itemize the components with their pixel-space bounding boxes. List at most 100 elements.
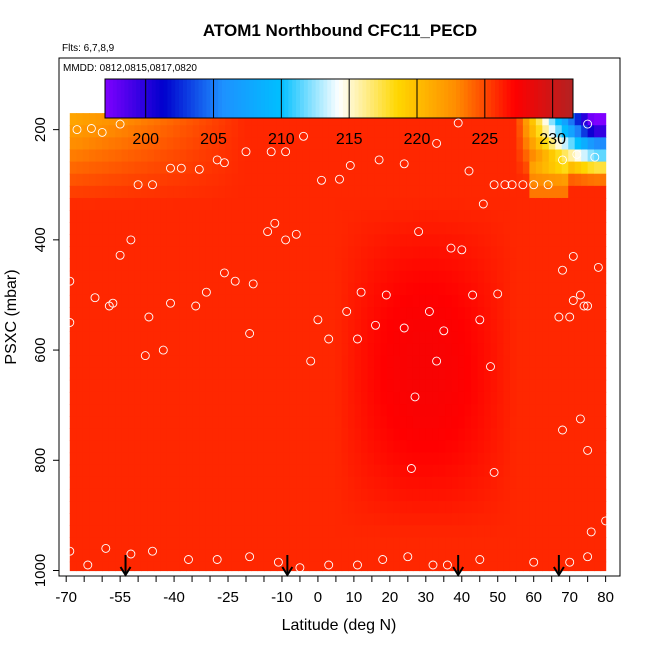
heatmap-cell [173, 210, 181, 223]
heatmap-cell [192, 258, 200, 272]
heatmap-cell [244, 197, 252, 211]
heatmap-cell [374, 452, 382, 466]
heatmap-cell [548, 452, 556, 466]
heatmap-cell [238, 391, 246, 405]
heatmap-cell [341, 537, 349, 551]
heatmap-cell [166, 294, 174, 308]
heatmap-cell [205, 404, 213, 417]
heatmap-cell [147, 549, 155, 563]
heatmap-cell [425, 258, 433, 272]
heatmap-cell [555, 246, 563, 260]
heatmap-cell [529, 210, 537, 223]
heatmap-cell [451, 416, 459, 429]
heatmap-cell [503, 404, 511, 417]
heatmap-cell [458, 185, 466, 199]
heatmap-cell [225, 185, 233, 199]
heatmap-cell [199, 561, 207, 572]
heatmap-cell [568, 137, 576, 151]
heatmap-cell [276, 355, 284, 369]
heatmap-cell [95, 537, 103, 551]
heatmap-cell [283, 452, 291, 466]
heatmap-cell [374, 113, 382, 126]
heatmap-cell [471, 549, 479, 563]
heatmap-cell [238, 319, 246, 332]
heatmap-cell [477, 113, 485, 126]
heatmap-cell [341, 452, 349, 466]
heatmap-cell [458, 501, 466, 514]
heatmap-cell [471, 537, 479, 551]
heatmap-cell [438, 294, 446, 308]
colorbar-segment [506, 79, 512, 118]
heatmap-cell [335, 537, 343, 551]
sample-point [191, 301, 201, 311]
heatmap-cell [529, 513, 537, 526]
heatmap-cell [140, 513, 149, 526]
heatmap-cell [522, 355, 530, 369]
heatmap-cell [341, 501, 349, 514]
heatmap-cell [600, 307, 607, 320]
heatmap-cell [69, 452, 77, 466]
heatmap-cell [134, 428, 142, 442]
heatmap-cell [238, 549, 246, 563]
heatmap-cell [529, 319, 537, 332]
heatmap-cell [218, 331, 226, 345]
heatmap-cell [438, 355, 446, 369]
heatmap-cell [179, 488, 187, 502]
heatmap-cell [309, 501, 317, 514]
x-tick-label: 10 [346, 589, 363, 606]
heatmap-cell [322, 149, 330, 163]
heatmap-cell [108, 488, 116, 502]
heatmap-cell [322, 343, 330, 357]
sample-point [158, 345, 168, 355]
heatmap-cell [257, 113, 265, 126]
heatmap-cell [561, 416, 569, 429]
heatmap-cell [464, 501, 472, 514]
heatmap-cell [380, 464, 388, 478]
sample-point [90, 293, 100, 303]
heatmap-cell [503, 549, 511, 563]
heatmap-cell [503, 525, 511, 539]
heatmap-cell [257, 307, 265, 320]
heatmap-cell [406, 525, 414, 539]
heatmap-cell [600, 210, 607, 223]
heatmap-cell [251, 197, 259, 211]
sample-point [101, 543, 111, 553]
heatmap-cell [244, 185, 252, 199]
heatmap-cell [581, 416, 589, 429]
heatmap-cell [412, 185, 420, 199]
heatmap-cell [477, 525, 485, 539]
heatmap-cell [464, 404, 472, 417]
heatmap-cell [296, 149, 304, 163]
heatmap-cell [412, 428, 420, 442]
heatmap-cell [374, 294, 382, 308]
heatmap-cell [425, 222, 433, 235]
heatmap-cell [283, 246, 291, 260]
heatmap-cell [322, 137, 330, 151]
heatmap-cell [574, 513, 582, 526]
heatmap-cell [503, 464, 511, 478]
heatmap-cell [76, 319, 84, 332]
heatmap-cell [296, 173, 304, 187]
colorbar-segment [510, 79, 515, 118]
colorbar-segment [385, 79, 391, 118]
heatmap-cell [147, 379, 155, 393]
heatmap-cell [503, 125, 511, 138]
heatmap-cell [542, 416, 550, 429]
heatmap-cell [108, 464, 116, 478]
heatmap-cell [516, 525, 524, 539]
heatmap-cell [153, 307, 162, 320]
heatmap-cell [458, 258, 466, 272]
heatmap-cell [490, 525, 498, 539]
heatmap-cell [179, 513, 187, 526]
heatmap-cell [263, 210, 272, 223]
heatmap-cell [153, 355, 162, 369]
sample-point [86, 124, 96, 133]
heatmap-cell [406, 416, 414, 429]
colorbar-segment [303, 79, 309, 118]
heatmap-cell [328, 282, 336, 296]
heatmap-cell [231, 537, 239, 551]
heatmap-cell [147, 440, 155, 454]
heatmap-cell [115, 488, 123, 502]
heatmap-cell [348, 561, 356, 572]
heatmap-cell [134, 488, 142, 502]
